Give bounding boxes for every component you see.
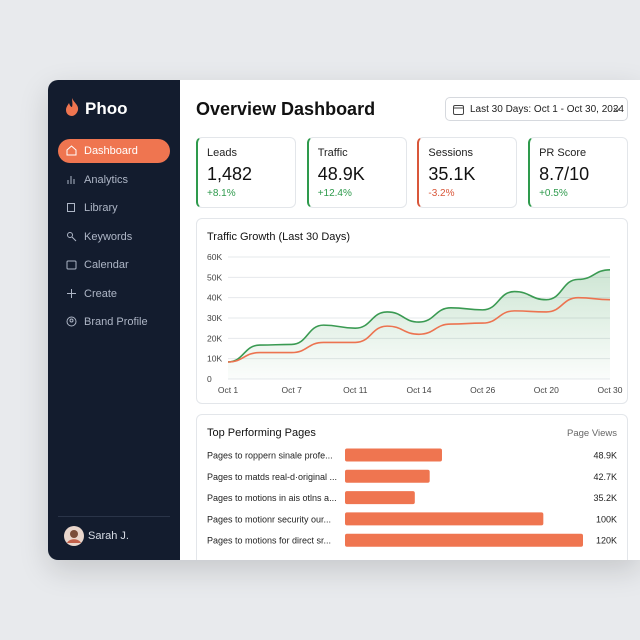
- kpi-label: PR Score: [539, 147, 587, 159]
- kpi-value: 1,482: [207, 164, 253, 184]
- kpi-change: +8.1%: [207, 188, 236, 199]
- nav-item[interactable]: Create: [58, 282, 170, 306]
- date-range-picker[interactable]: Last 30 Days: Oct 1 - Oct 30, 2024: [445, 97, 628, 121]
- date-range-label: Last 30 Days: Oct 1 - Oct 30, 2024: [470, 104, 624, 115]
- kpi-label: Sessions: [428, 147, 474, 159]
- user-name: Sarah J.: [88, 530, 129, 542]
- kpi-card: Traffic 48.9K +12.4%: [306, 137, 407, 208]
- nav-item[interactable]: Calendar: [58, 253, 170, 277]
- kpi-label: Traffic: [317, 147, 348, 159]
- pages-card: [196, 414, 628, 560]
- kpi-change: +12.4%: [317, 188, 352, 199]
- page-title: Overview Dashboard: [196, 99, 376, 119]
- nav-item[interactable]: Brand Profile: [58, 310, 170, 334]
- kpi-card: PR Score 8.7/10 +0.5%: [528, 137, 629, 208]
- kpi-value: 48.9K: [317, 164, 365, 184]
- dashboard-window: Phoo Dashboard Analytics Library Keywords Ca…: [48, 80, 640, 560]
- brand-name: Phoo: [85, 99, 128, 118]
- sidebar: Phoo Dashboard Analytics Library Keywords Ca…: [48, 80, 180, 560]
- kpi-change: +0.5%: [539, 188, 568, 199]
- nav-item[interactable]: Analytics: [58, 168, 170, 192]
- nav-item[interactable]: Keywords: [58, 225, 170, 249]
- kpi-value: 8.7/10: [539, 164, 590, 184]
- kpi-card: Leads 1,482 +8.1%: [196, 137, 296, 208]
- brand-logo: [66, 98, 79, 116]
- nav-item[interactable]: Dashboard: [58, 139, 170, 163]
- kpi-change: -3.2%: [428, 188, 455, 199]
- kpi-value: 35.1K: [428, 164, 476, 184]
- kpi-label: Leads: [207, 147, 237, 159]
- user-avatar: [64, 526, 84, 546]
- kpi-card: Sessions 35.1K -3.2%: [417, 137, 518, 208]
- traffic-card: [196, 218, 628, 404]
- nav-item[interactable]: Library: [58, 196, 170, 220]
